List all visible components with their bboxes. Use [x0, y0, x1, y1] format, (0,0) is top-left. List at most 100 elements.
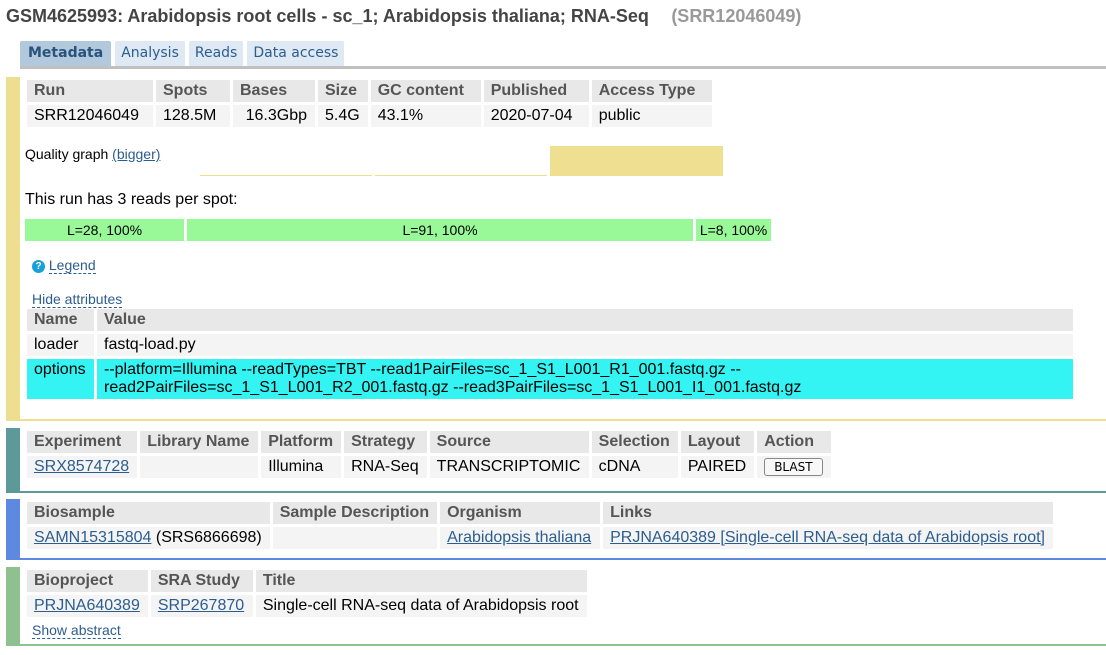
srs-accession: (SRS6866698): [151, 529, 262, 546]
tab-metadata[interactable]: Metadata: [20, 41, 112, 67]
experiment-link[interactable]: SRX8574728: [34, 458, 130, 475]
quality-graph: Quality graph (bigger): [25, 146, 160, 162]
project-title: Single-cell RNA-seq data of Arabidopsis …: [255, 595, 587, 617]
biosample-table: Biosample Sample Description Organism Li…: [24, 499, 1056, 552]
col-bases: Bases: [233, 80, 315, 102]
col-layout: Layout: [680, 431, 755, 453]
tab-underline: [20, 66, 1106, 69]
run-id: SRR12046049: [27, 105, 153, 127]
gc-value: 43.1%: [370, 105, 481, 127]
experiment-header: Experiment Library Name Platform Strateg…: [27, 431, 831, 453]
quality-label: Quality graph: [25, 146, 109, 162]
library-name: [140, 456, 259, 478]
run-table: Run Spots Bases Size GC content Publishe…: [24, 77, 715, 130]
biosample-section: Biosample Sample Description Organism Li…: [6, 499, 1106, 560]
quality-bigger-link[interactable]: (bigger): [112, 146, 161, 162]
access-value: public: [591, 105, 712, 127]
attributes-header: Name Value: [27, 309, 1073, 331]
attribute-value: fastq-load.py: [97, 334, 1073, 356]
col-source: Source: [429, 431, 589, 453]
col-name: Name: [27, 309, 94, 331]
table-row: PRJNA640389 SRP267870 Single-cell RNA-se…: [27, 595, 587, 617]
experiment-cell: SRX8574728: [27, 456, 138, 478]
reads-label: This run has 3 reads per spot:: [25, 191, 238, 208]
source-value: TRANSCRIPTOMIC: [429, 456, 589, 478]
quality-axis-2: [375, 175, 547, 176]
col-experiment: Experiment: [27, 431, 138, 453]
legend-label: Legend: [48, 257, 96, 274]
attribute-name: options: [27, 359, 94, 399]
page-header: GSM4625993: Arabidopsis root cells - sc_…: [6, 6, 801, 27]
size-value: 5.4G: [318, 105, 368, 127]
run-table-header: Run Spots Bases Size GC content Publishe…: [27, 80, 712, 102]
experiment-table: Experiment Library Name Platform Strateg…: [24, 428, 834, 481]
quality-axis-1: [200, 175, 372, 176]
col-action: Action: [757, 431, 831, 453]
biosample-link[interactable]: SAMN15315804: [34, 529, 152, 546]
biosample-header: Biosample Sample Description Organism Li…: [27, 502, 1053, 524]
col-gc: GC content: [370, 80, 481, 102]
attribute-value: --platform=Illumina --readTypes=TBT --re…: [97, 359, 1073, 399]
run-section: Run Spots Bases Size GC content Publishe…: [6, 77, 1106, 421]
legend-link[interactable]: ? Legend: [32, 257, 96, 274]
read-segment-1: L=28, 100%: [25, 219, 184, 241]
tab-reads[interactable]: Reads: [188, 41, 244, 67]
attribute-name: loader: [27, 334, 94, 356]
tab-analysis[interactable]: Analysis: [115, 41, 185, 67]
col-biosample: Biosample: [27, 502, 270, 524]
col-title: Title: [255, 570, 587, 592]
col-links: Links: [603, 502, 1053, 524]
links-cell: PRJNA640389 [Single-cell RNA-seq data of…: [603, 527, 1053, 549]
sra-study-link[interactable]: SRP267870: [157, 597, 245, 614]
col-bioproject: Bioproject: [27, 570, 148, 592]
col-access: Access Type: [591, 80, 712, 102]
bioproject-cell: PRJNA640389: [27, 595, 148, 617]
run-accession: (SRR12046049): [671, 6, 802, 26]
col-selection: Selection: [591, 431, 678, 453]
table-row: SRR12046049 128.5M 16.3Gbp 5.4G 43.1% 20…: [27, 105, 712, 127]
bioproject-link[interactable]: PRJNA640389: [34, 597, 140, 614]
blast-button[interactable]: BLAST: [764, 458, 823, 476]
help-icon: ?: [32, 260, 45, 273]
col-strategy: Strategy: [344, 431, 427, 453]
action-cell: BLAST: [757, 456, 831, 478]
table-row: SRX8574728 Illumina RNA-Seq TRANSCRIPTOM…: [27, 456, 831, 478]
strategy-value: RNA-Seq: [344, 456, 427, 478]
tab-bar: Metadata Analysis Reads Data access: [20, 41, 345, 67]
show-abstract-label: Show abstract: [32, 622, 121, 639]
col-spots: Spots: [156, 80, 230, 102]
study-cell: SRP267870: [150, 595, 253, 617]
table-row: options --platform=Illumina --readTypes=…: [27, 359, 1073, 399]
col-organism: Organism: [440, 502, 601, 524]
bioproject-title-link[interactable]: PRJNA640389 [Single-cell RNA-seq data of…: [610, 529, 1045, 546]
quality-bar: [550, 146, 723, 176]
page-title: GSM4625993: Arabidopsis root cells - sc_…: [6, 6, 649, 26]
tab-data-access[interactable]: Data access: [247, 41, 345, 67]
layout-value: PAIRED: [680, 456, 755, 478]
table-row: loader fastq-load.py: [27, 334, 1073, 356]
col-sample-description: Sample Description: [272, 502, 438, 524]
read-segment-3: L=8, 100%: [696, 219, 771, 241]
read-segment-2: L=91, 100%: [187, 219, 693, 241]
sample-description: [272, 527, 438, 549]
spots-value: 128.5M: [156, 105, 230, 127]
col-size: Size: [318, 80, 368, 102]
show-abstract-link[interactable]: Show abstract: [32, 622, 121, 639]
selection-value: cDNA: [591, 456, 678, 478]
platform-value: Illumina: [261, 456, 342, 478]
hide-attributes-link[interactable]: Hide attributes: [32, 291, 123, 308]
hide-attributes-label: Hide attributes: [32, 291, 123, 308]
published-value: 2020-07-04: [483, 105, 589, 127]
biosample-cell: SAMN15315804 (SRS6866698): [27, 527, 270, 549]
col-platform: Platform: [261, 431, 342, 453]
col-run: Run: [27, 80, 153, 102]
col-value: Value: [97, 309, 1073, 331]
col-published: Published: [483, 80, 589, 102]
bioproject-table: Bioproject SRA Study Title PRJNA640389 S…: [24, 567, 590, 620]
bioproject-section: Bioproject SRA Study Title PRJNA640389 S…: [6, 567, 1106, 646]
table-row: SAMN15315804 (SRS6866698) Arabidopsis th…: [27, 527, 1053, 549]
col-library-name: Library Name: [140, 431, 259, 453]
bases-value: 16.3Gbp: [233, 105, 315, 127]
col-sra-study: SRA Study: [150, 570, 253, 592]
organism-link[interactable]: Arabidopsis thaliana: [447, 529, 592, 546]
